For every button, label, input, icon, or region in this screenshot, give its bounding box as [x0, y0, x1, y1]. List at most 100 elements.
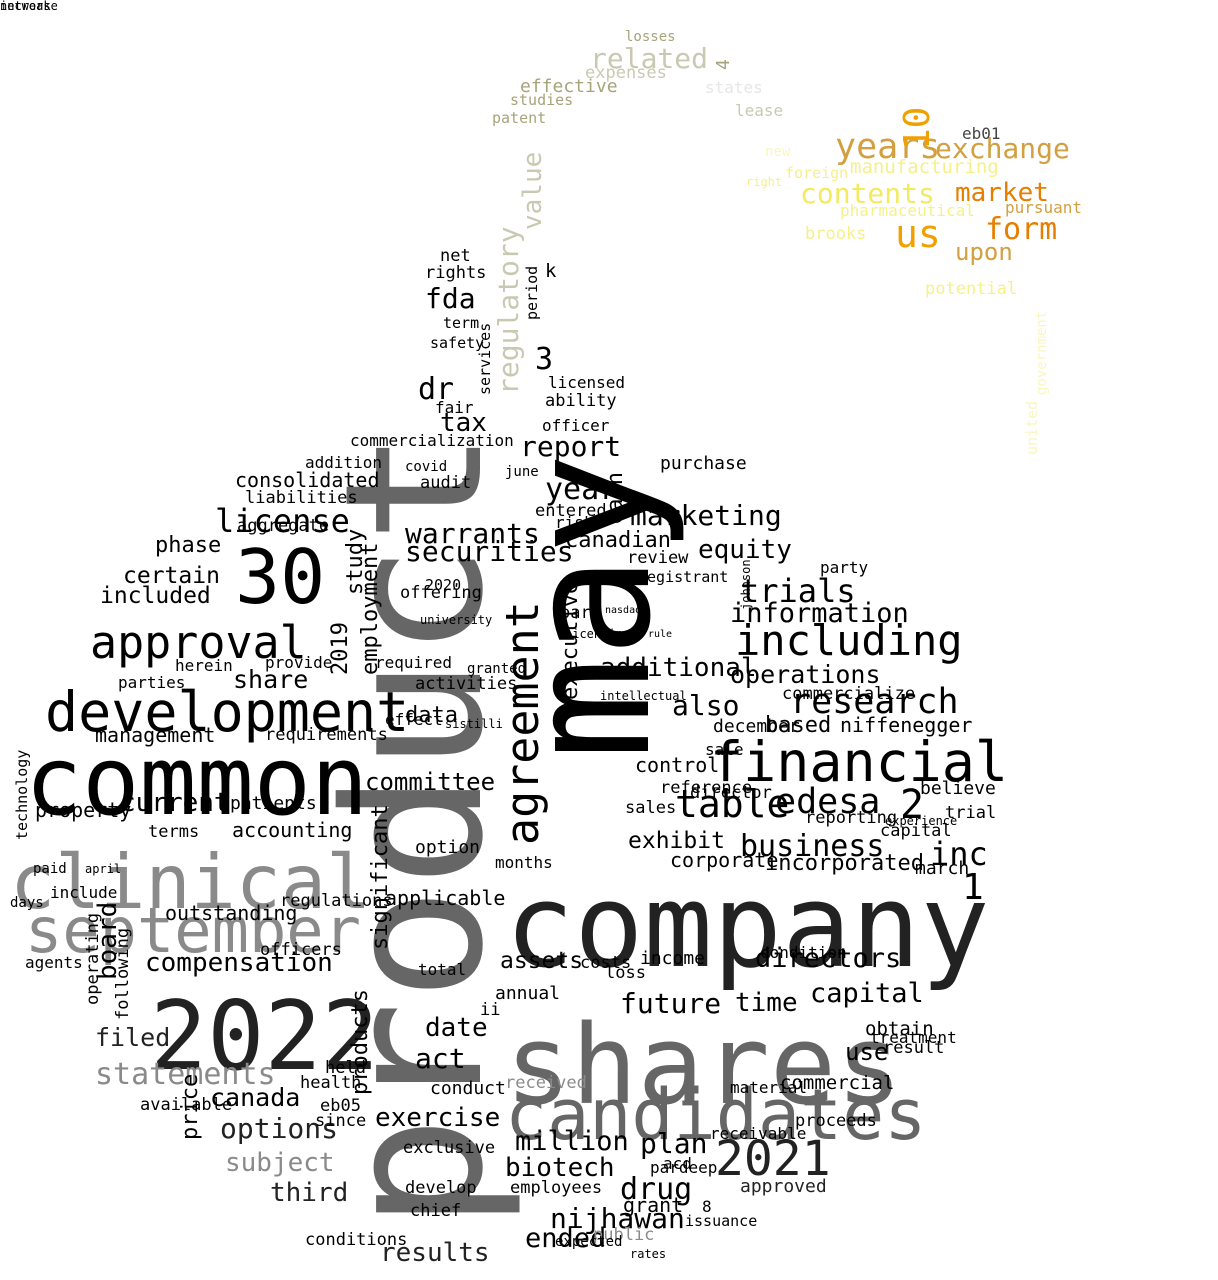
cloud-word: obtain: [865, 1018, 934, 1040]
cloud-word: exhibit: [628, 828, 725, 854]
cloud-word: drug: [620, 1172, 693, 1207]
cloud-word: receivable: [710, 1124, 807, 1143]
cloud-word: research: [790, 682, 959, 722]
cloud-word: costs: [580, 953, 632, 973]
cloud-word: eb05: [320, 1096, 361, 1116]
cloud-word: director: [690, 783, 772, 803]
cloud-word: requirements: [265, 725, 388, 745]
cloud-word: ii: [480, 1000, 501, 1020]
cloud-word: k: [545, 260, 557, 282]
cloud-word: studies: [510, 91, 574, 109]
cloud-word: licensing: [565, 627, 631, 641]
cloud-word: management: [95, 723, 216, 747]
cloud-word: grant: [623, 1193, 684, 1217]
cloud-word: regulations: [280, 891, 393, 911]
cloud-word: exchange: [935, 132, 1070, 165]
cloud-word: contents: [800, 177, 935, 210]
cloud-word: clinical: [10, 838, 372, 926]
cloud-word: states: [705, 78, 763, 97]
cloud-word: acd: [663, 1154, 692, 1173]
cloud-word: based: [765, 713, 832, 738]
cloud-word: cash: [603, 472, 628, 525]
cloud-word: effective: [520, 76, 618, 97]
cloud-word: candidates: [505, 1074, 927, 1156]
bomb-body-shape: [10, 245, 990, 1275]
cloud-word: covid: [405, 459, 448, 475]
cloud-word: fda: [425, 282, 476, 315]
cloud-word: operations: [730, 660, 881, 689]
cloud-word: common: [25, 727, 369, 837]
cloud-word: form: [985, 212, 1058, 247]
cloud-word: business: [740, 829, 885, 864]
cloud-word: days: [10, 895, 44, 911]
cloud-word: data: [405, 703, 458, 728]
cloud-word: september: [25, 894, 361, 967]
cloud-word: approved: [740, 1176, 827, 1197]
cloud-word: report: [520, 430, 622, 463]
cloud-word: commercialize: [782, 684, 916, 704]
cloud-word: period: [523, 265, 541, 320]
cloud-word: financial: [710, 730, 1009, 794]
cloud-word: 2022: [150, 982, 379, 1092]
cloud-word: third: [270, 1178, 349, 1208]
cloud-word: proceeds: [795, 1111, 877, 1131]
cloud-word: applicable: [385, 886, 506, 910]
cloud-word: officers: [260, 940, 342, 960]
cloud-word: party: [820, 558, 869, 577]
cloud-word: phase: [155, 533, 222, 558]
cloud-word: parties: [118, 673, 186, 692]
cloud-word: condition: [760, 943, 847, 962]
cloud-word: million: [515, 1126, 629, 1157]
cloud-word: expenses: [585, 63, 667, 83]
cloud-word: nijhawan: [550, 1202, 685, 1235]
cloud-word: 2019: [328, 622, 353, 675]
cloud-word: information: [730, 598, 909, 629]
cloud-word: ability: [545, 391, 617, 411]
cloud-word: trial: [945, 803, 997, 823]
cloud-word: brooks: [805, 224, 867, 244]
cloud-word: officer: [542, 416, 610, 435]
cloud-word: fair: [435, 398, 474, 417]
cloud-word: plan: [640, 1127, 708, 1160]
cloud-word: committee: [365, 768, 496, 796]
cloud-word: compensation: [145, 948, 333, 978]
cloud-word: shares: [505, 1001, 903, 1129]
cloud-word: loss: [605, 963, 646, 983]
cloud-word: current: [120, 788, 230, 818]
cloud-word: total: [418, 960, 467, 979]
cloud-word: pardeep: [650, 1158, 718, 1177]
cloud-word: 10: [897, 106, 938, 150]
cloud-word: include: [50, 883, 118, 902]
cloud-word: expected: [555, 1234, 623, 1250]
cloud-word: united: [1023, 400, 1041, 455]
cloud-word: herein: [175, 656, 233, 675]
cloud-word: including: [735, 616, 963, 665]
cloud-word: upon: [955, 238, 1013, 266]
cloud-word: intellectual: [600, 689, 687, 703]
cloud-word: following: [113, 927, 133, 1020]
cloud-word: study: [343, 528, 368, 595]
cloud-word: conditions: [305, 1230, 408, 1250]
cloud-word: consolidated: [235, 468, 380, 492]
cloud-word: annual: [495, 983, 561, 1004]
cloud-word: approval: [90, 616, 307, 669]
cloud-word: significant: [368, 804, 393, 950]
cloud-word: university: [420, 613, 493, 627]
cloud-word: niffenegger: [840, 713, 973, 737]
cloud-word: safety: [430, 334, 485, 352]
cloud-word: employees: [510, 1178, 603, 1198]
cloud-word: edesa: [775, 782, 881, 822]
cloud-word: increase: [0, 0, 58, 13]
cloud-word: develop: [405, 1178, 477, 1198]
cloud-word: company: [505, 860, 990, 994]
cloud-word: experience: [885, 814, 958, 828]
cloud-word: use: [845, 1038, 889, 1066]
cloud-word: health: [300, 1073, 362, 1093]
cloud-word: exclusive: [403, 1138, 496, 1158]
cloud-word: march: [915, 858, 970, 879]
cloud-word: risk: [555, 513, 594, 532]
cloud-word: trials: [740, 572, 856, 610]
cloud-word: marketing: [630, 499, 782, 532]
